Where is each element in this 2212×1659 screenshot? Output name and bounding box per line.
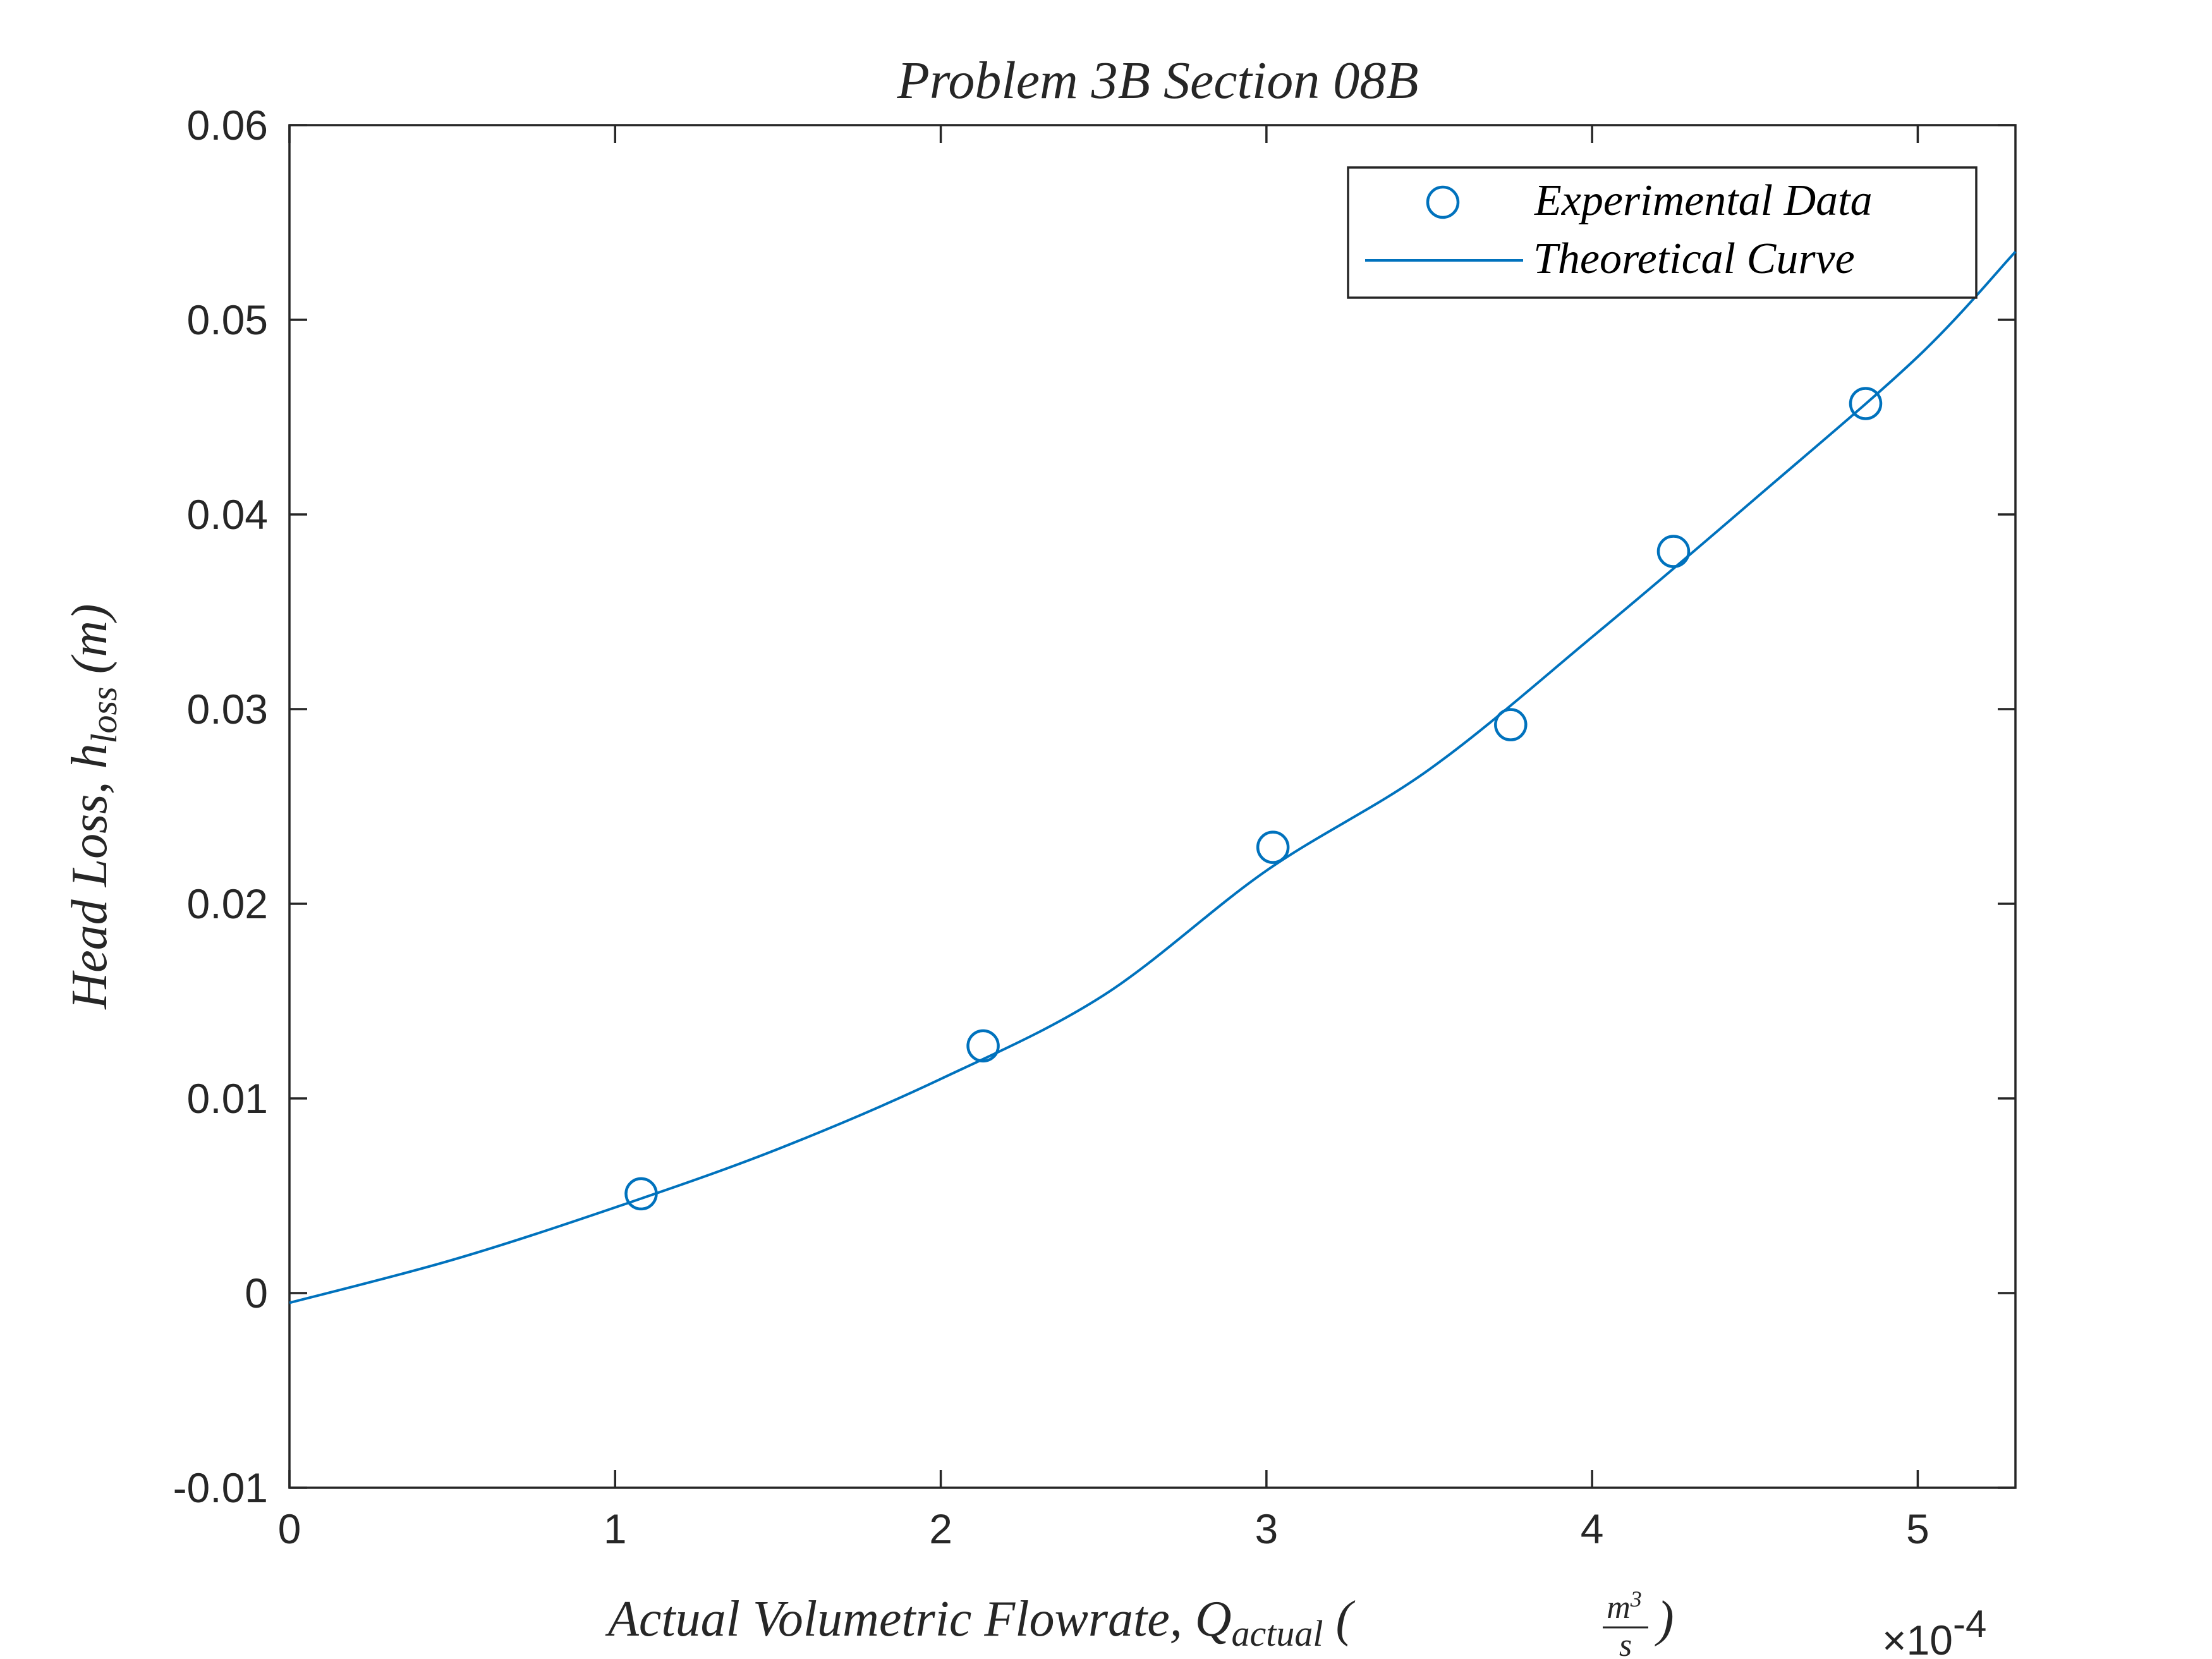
legend-label-experimental: Experimental Data	[1534, 176, 1873, 225]
x-axis-label: Actual Volumetric Flowrate, Qactual (	[605, 1591, 1356, 1654]
x-axis-label-prefix: Actual Volumetric Flowrate, Q	[605, 1591, 1232, 1647]
x-tick-label: 2	[929, 1505, 952, 1552]
y-ticks: -0.01 0 0.01 0.02 0.03 0.04 0.05 0.06	[173, 102, 2015, 1511]
y-axis-label-prefix: Head Loss, h	[62, 744, 118, 1010]
experimental-data-point	[1656, 535, 1691, 568]
y-axis-label-subscript: loss	[83, 686, 125, 743]
x-axis-label-subscript: actual	[1232, 1613, 1323, 1654]
legend-marker-experimental	[1426, 185, 1460, 219]
y-tick-label: -0.01	[173, 1464, 268, 1511]
experimental-data-point	[624, 1177, 658, 1211]
chart-title: Problem 3B Section 08B	[896, 51, 1418, 110]
theoretical-curve-line	[289, 250, 2017, 1304]
y-tick-label: 0	[245, 1270, 268, 1316]
experimental-data-point	[1494, 708, 1528, 741]
y-tick-label: 0.02	[187, 880, 268, 927]
x-axis-label-unit-close: )	[1655, 1591, 1674, 1647]
x-tick-label: 3	[1255, 1505, 1278, 1552]
experimental-data-point	[1849, 387, 1883, 420]
x-tick-label: 5	[1906, 1505, 1929, 1552]
y-tick-label: 0.06	[187, 102, 268, 149]
x-axis-label-unit-open: (	[1323, 1591, 1356, 1647]
legend: Experimental Data Theoretical Curve	[1347, 166, 1978, 299]
x-tick-label: 1	[604, 1505, 627, 1552]
x-tick-label: 0	[278, 1505, 301, 1552]
x-exponent-label: ×10-4	[1882, 1603, 1986, 1659]
y-tick-label: 0.01	[187, 1075, 268, 1122]
x-axis-unit-fraction: m3 s	[1603, 1586, 1648, 1659]
y-axis-label-suffix: (m)	[62, 604, 118, 686]
x-exponent-base: ×10	[1882, 1617, 1953, 1659]
x-axis-unit-denominator: s	[1619, 1627, 1632, 1659]
x-tick-label: 4	[1581, 1505, 1604, 1552]
x-ticks: 0 1 2 3 4 5	[278, 125, 1929, 1552]
series-layer	[289, 250, 2017, 1304]
y-tick-label: 0.05	[187, 296, 268, 343]
experimental-data-point	[1256, 830, 1290, 864]
y-tick-label: 0.03	[187, 686, 268, 732]
x-exponent-power: -4	[1953, 1603, 1986, 1645]
y-axis-label: Head Loss, hloss (m)	[62, 604, 125, 1009]
x-axis-unit-numerator: m3	[1607, 1586, 1642, 1626]
y-tick-label: 0.04	[187, 491, 268, 538]
experimental-data-point	[966, 1029, 1000, 1063]
legend-label-theoretical: Theoretical Curve	[1533, 234, 1855, 283]
plot-area	[288, 124, 2017, 1489]
